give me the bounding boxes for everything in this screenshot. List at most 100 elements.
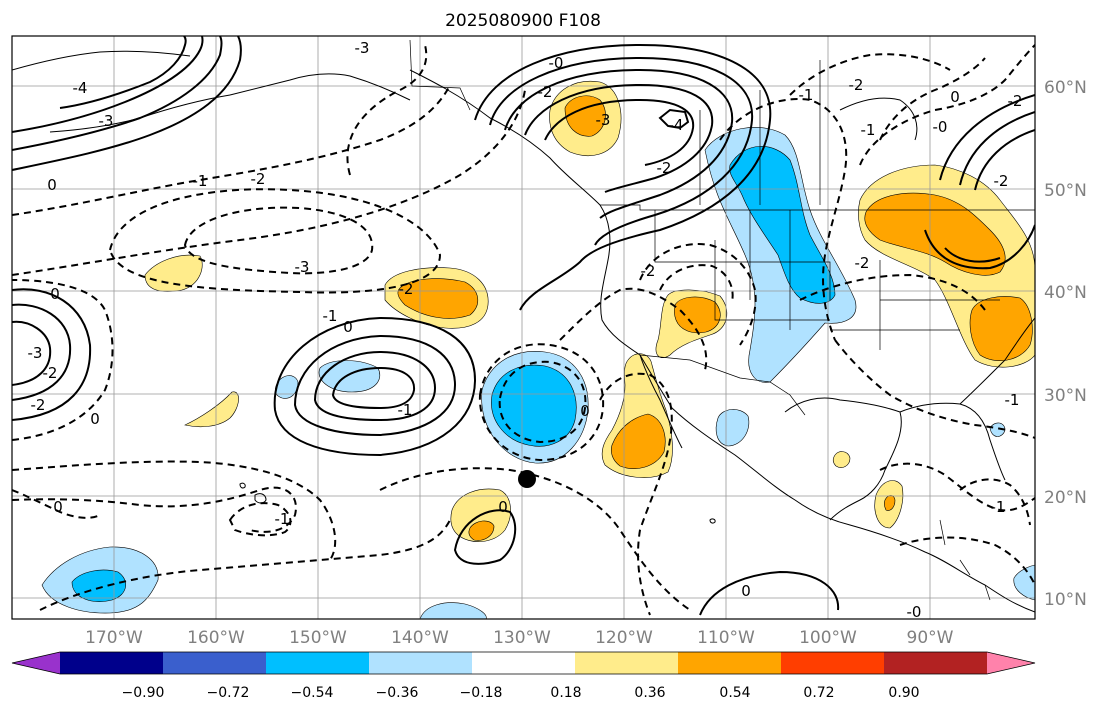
contour-label: -2 — [994, 172, 1009, 190]
contour-label: 0 — [741, 582, 751, 600]
contour-dashed-mex-1 — [559, 287, 708, 371]
political-borders — [409, 39, 1035, 601]
contour-dashed-west-1 — [12, 279, 114, 441]
contour-solid-ne-4 — [924, 224, 1035, 270]
contour-label: -1 — [398, 401, 413, 419]
contour-dashed-sub-1 — [379, 467, 691, 611]
colorbar-swatch — [163, 652, 267, 674]
contour-label: -2 — [251, 170, 266, 188]
colorbar-tick-labels: −0.90 −0.72 −0.54 −0.36 −0.18 0.18 0.36 … — [122, 685, 920, 701]
anomaly-orange-ohio — [969, 296, 1033, 362]
map-panel: -3 -4 -3 0 -1 -2 -3 0 -2 -3 -2 0 -1 -2 -… — [11, 35, 1036, 620]
longitude-labels: 170°W 160°W 150°W 140°W 130°W 120°W 110°… — [85, 628, 954, 648]
colorbar-tick-label: −0.72 — [207, 685, 250, 701]
contour-label: -3 — [99, 112, 114, 130]
contour-label: 0 — [580, 402, 590, 420]
contour-label: -1 — [861, 121, 876, 139]
lat-label-60n: 60°N — [1044, 78, 1087, 98]
contour-solid-nw-3 — [12, 36, 204, 133]
contour-dashed-se-1 — [899, 536, 1035, 586]
anomaly-orange-pac1 — [397, 278, 478, 319]
coastline-baja — [639, 354, 683, 449]
map-background — [12, 36, 1035, 619]
border-alaska-canada — [409, 39, 471, 111]
lon-label-140w: 140°W — [391, 628, 449, 648]
contour-solid-sub-0 — [453, 509, 517, 565]
map-frame — [11, 35, 1036, 620]
contour-label: -3 — [596, 111, 611, 129]
contour-label: 0 — [90, 410, 100, 428]
lat-label-40n: 40°N — [1044, 283, 1087, 303]
colorbar-tick-label: 0.72 — [803, 685, 834, 701]
contour-dashed-far-west — [12, 489, 101, 519]
anomaly-orange-alaska — [564, 95, 606, 137]
colorbar-swatch — [678, 652, 782, 674]
contour-solid-ridge-alaska-1 — [474, 43, 772, 311]
contour-solid-west-3 — [12, 320, 52, 386]
contour-solid-south-0 — [699, 570, 840, 616]
colorbar-extend-high — [987, 652, 1035, 674]
contour-dashed-north-1 — [12, 89, 526, 276]
coastline-hudson — [839, 97, 918, 141]
anomaly-yellow-pac2 — [144, 254, 203, 292]
contour-solid-low-pac-3 — [313, 350, 437, 422]
contour-dashed-north-2 — [12, 84, 451, 216]
colorbar-outline — [11, 651, 1036, 675]
coastline-east-coast — [959, 317, 1035, 405]
colorbar-tick-label: 0.54 — [719, 685, 750, 701]
border-states-1 — [654, 210, 831, 300]
border-states-4 — [830, 299, 1000, 331]
contour-dashed-eastpac-2 — [498, 360, 587, 444]
lon-label-150w: 150°W — [289, 628, 347, 648]
border-central-america — [939, 519, 991, 601]
colorbar-tick-label: −0.54 — [291, 685, 334, 701]
contour-dashed-gulf-2 — [959, 478, 1031, 526]
contour-dashed-pac-low-1 — [108, 188, 442, 294]
coastline-alaska — [229, 73, 411, 101]
anomaly-yellow-tx — [832, 451, 851, 468]
contour-label: -1 — [275, 510, 290, 528]
contour-label: -2 — [399, 280, 414, 298]
contour-label: -3 — [28, 344, 43, 362]
coastline-north-america-west — [409, 69, 1035, 613]
contour-dashed-hawaii — [228, 502, 292, 537]
contour-label: -3 — [355, 39, 370, 57]
lon-label-130w: 130°W — [493, 628, 551, 648]
contour-label: -0 — [549, 54, 564, 72]
colorbar-swatch — [369, 652, 473, 674]
contour-label: -4 — [73, 79, 88, 97]
contour-label: -2 — [31, 396, 46, 414]
contour-dashed-ne-1 — [859, 44, 1035, 166]
contour-dashed-central-2 — [789, 53, 951, 96]
latitude-labels: 60°N 50°N 40°N 30°N 20°N 10°N — [1044, 78, 1087, 610]
anomaly-blue-light-mexico — [715, 409, 750, 447]
contour-label: 0 — [950, 88, 960, 106]
anomaly-orange-cal — [674, 296, 721, 334]
contour-solid-ridge-alaska-5 — [544, 98, 695, 166]
contour-dashed-eastpac-1 — [478, 343, 605, 462]
contour-dashed-central-1 — [719, 98, 848, 341]
contour-solid-west-1 — [12, 288, 92, 421]
coastline-gulf-of-mexico — [784, 397, 902, 521]
contour-label: -1 — [799, 86, 814, 104]
colorbar-swatch — [266, 652, 370, 674]
contour-dashed-south-1 — [12, 460, 337, 561]
island-socorro — [709, 518, 716, 524]
contour-label: -2 — [538, 83, 553, 101]
contour-dashed-ne-2 — [879, 57, 986, 141]
contour-label: -1 — [991, 498, 1006, 516]
colorbar-extend-low — [12, 652, 60, 674]
contour-solid-low-pac-2 — [293, 334, 457, 437]
anomaly-blue-light-east — [1013, 564, 1035, 601]
contour-label: 0 — [50, 285, 60, 303]
contour-solid-low-pac-1 — [273, 316, 477, 457]
colorbar: −0.90 −0.72 −0.54 −0.36 −0.18 0.18 0.36 … — [11, 651, 1036, 701]
contour-label: -3 — [295, 258, 310, 276]
border-canada-us — [600, 204, 1035, 211]
contour-dashed-cal-2 — [659, 264, 734, 303]
contour-label: 0 — [53, 498, 63, 516]
colorbar-swatches — [12, 652, 1035, 674]
contour-label: -2 — [849, 76, 864, 94]
contour-dashed-cal-1 — [639, 243, 757, 346]
